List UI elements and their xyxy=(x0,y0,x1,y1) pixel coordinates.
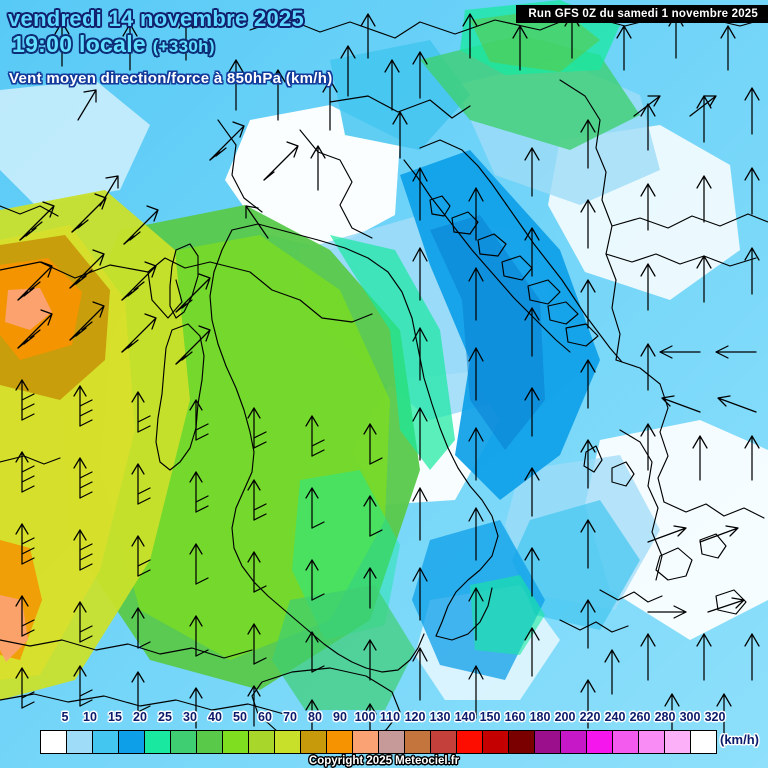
legend-swatch xyxy=(561,731,587,753)
legend-swatch xyxy=(509,731,535,753)
legend-swatch xyxy=(93,731,119,753)
legend-tick: 20 xyxy=(133,710,147,724)
forecast-date-label: vendredi 14 novembre 2025 xyxy=(8,6,305,31)
copyright-label: Copyright 2025 Meteociel.fr xyxy=(308,755,460,767)
legend-swatch xyxy=(119,731,145,753)
legend-tick: 320 xyxy=(704,710,726,724)
legend-tick: 200 xyxy=(554,710,576,724)
legend-swatch xyxy=(353,731,379,753)
forecast-lead-time: (+330h) xyxy=(152,37,215,56)
legend-unit-label: (km/h) xyxy=(720,732,759,747)
legend-tick: 30 xyxy=(183,710,197,724)
forecast-time-value: 19:00 locale xyxy=(12,31,153,57)
legend-tick: 130 xyxy=(429,710,451,724)
legend-tick: 10 xyxy=(83,710,97,724)
legend-tick: 140 xyxy=(454,710,476,724)
legend-tick: 180 xyxy=(529,710,551,724)
legend-swatch xyxy=(301,731,327,753)
legend-swatch xyxy=(67,731,93,753)
legend-tick: 300 xyxy=(679,710,701,724)
legend-swatch xyxy=(587,731,613,753)
legend-swatch xyxy=(665,731,691,753)
legend-swatch xyxy=(431,731,457,753)
legend-tick: 25 xyxy=(158,710,172,724)
legend-tick: 160 xyxy=(504,710,526,724)
legend-tick: 280 xyxy=(654,710,676,724)
legend-tick: 90 xyxy=(333,710,347,724)
legend-tick: 60 xyxy=(258,710,272,724)
legend-swatch xyxy=(691,731,716,753)
legend-swatch xyxy=(223,731,249,753)
legend-tick: 5 xyxy=(61,710,69,724)
legend-tick-labels: 5 10 15 20 25 30 40 50 60 70 80 90 100 110 120 130 140 15… xyxy=(0,710,768,730)
legend-swatch xyxy=(639,731,665,753)
legend-swatch xyxy=(483,731,509,753)
model-run-banner: Run GFS 0Z du samedi 1 novembre 2025 xyxy=(516,5,768,23)
legend-swatch xyxy=(457,731,483,753)
color-scale-legend: 5 10 15 20 25 30 40 50 60 70 80 90 100 110 120 130 140 15… xyxy=(0,710,768,768)
legend-swatch xyxy=(197,731,223,753)
legend-tick: 15 xyxy=(108,710,122,724)
legend-tick: 70 xyxy=(283,710,297,724)
legend-swatch xyxy=(145,731,171,753)
legend-swatch xyxy=(327,731,353,753)
legend-swatch xyxy=(249,731,275,753)
forecast-parameter-label: Vent moyen direction/force à 850hPa (km/… xyxy=(9,70,333,87)
forecast-time-label: 19:00 locale (+330h) xyxy=(12,31,215,58)
legend-swatch xyxy=(535,731,561,753)
legend-swatch xyxy=(613,731,639,753)
legend-color-bar xyxy=(40,730,717,754)
legend-tick: 50 xyxy=(233,710,247,724)
legend-swatch xyxy=(41,731,67,753)
legend-swatch xyxy=(379,731,405,753)
legend-tick: 40 xyxy=(208,710,222,724)
legend-tick: 120 xyxy=(404,710,426,724)
legend-tick: 100 xyxy=(354,710,376,724)
legend-tick: 260 xyxy=(629,710,651,724)
legend-swatch xyxy=(171,731,197,753)
legend-tick: 220 xyxy=(579,710,601,724)
legend-swatch xyxy=(275,731,301,753)
legend-tick: 110 xyxy=(379,710,401,724)
legend-tick: 80 xyxy=(308,710,322,724)
legend-swatch xyxy=(405,731,431,753)
legend-tick: 240 xyxy=(604,710,626,724)
legend-tick: 150 xyxy=(479,710,501,724)
